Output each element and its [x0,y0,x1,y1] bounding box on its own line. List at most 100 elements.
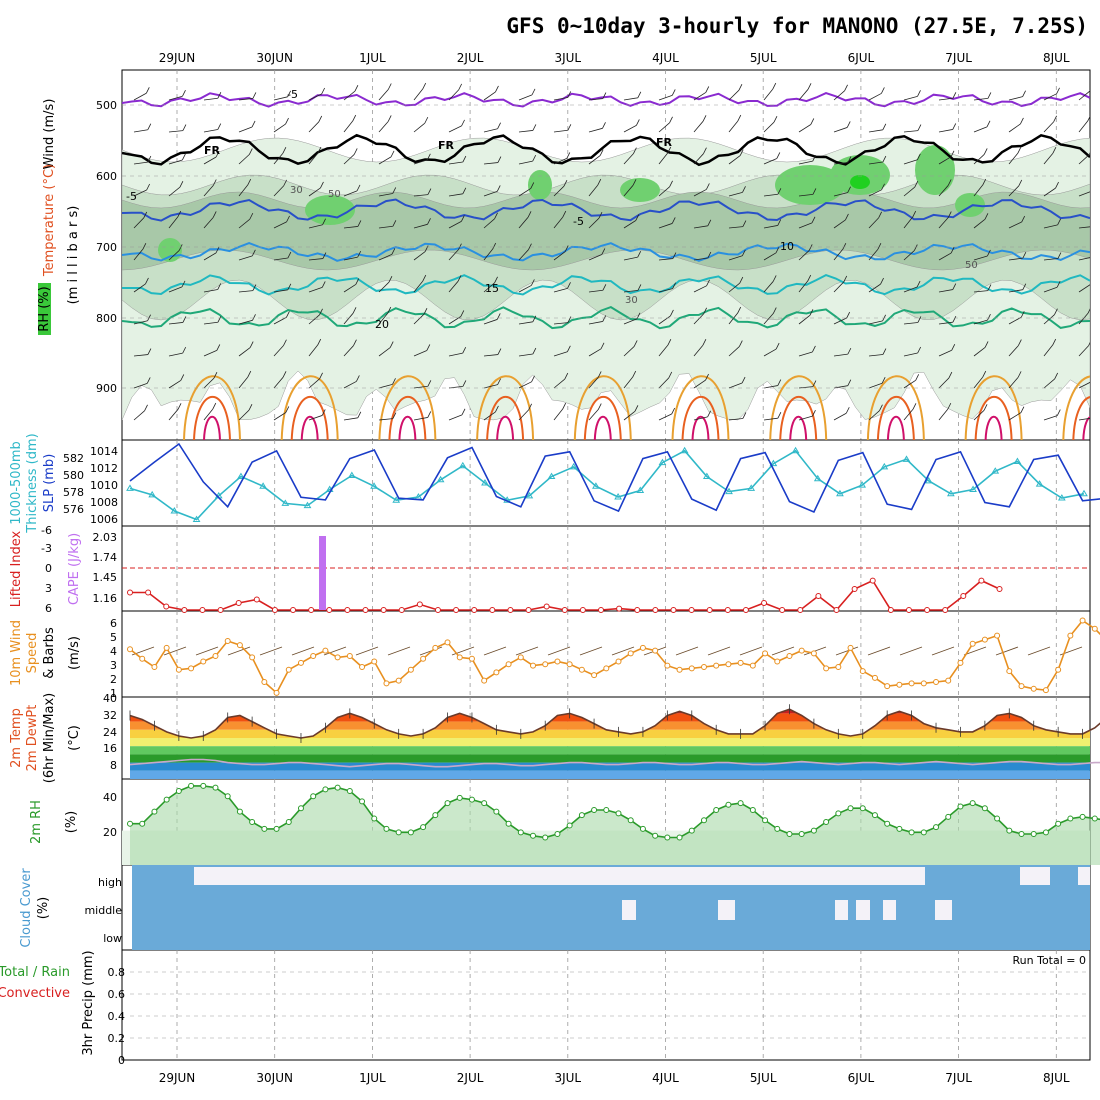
wind10-barb [515,646,539,656]
temp2m-line [129,708,1100,739]
wind-barb [798,124,812,133]
wind-barb [133,129,148,133]
wind10-line-point [847,644,854,651]
wind10-line-point [542,661,549,668]
wind-barb [1078,257,1090,261]
wind-barb [1043,415,1058,421]
lifted-index-line-point [290,607,297,613]
wind-barb [1043,258,1058,261]
wind-barb-flag [1054,308,1058,315]
wind-barb-flag [182,316,187,323]
rh2m-line-point [749,806,756,813]
wind-barb [728,89,740,101]
wind-barb-flag [182,124,187,131]
rh-tick-20: 20 [103,826,117,839]
wind-barb [448,89,459,101]
wind10-barb [611,646,635,656]
cloud-mid-gap-2 [835,900,848,920]
wind-barb [938,321,953,325]
wind10-barb [835,646,859,656]
lifted-index-line-point [851,586,858,592]
wind-barb [1043,314,1055,325]
wind-barb-flag [215,246,220,254]
wind-barb [763,281,774,293]
wind-barb [238,319,253,325]
wind-barb [588,321,603,325]
rh2m-line-point [249,819,256,825]
wind-barb-flag [812,154,817,162]
wind-barb-flag [777,219,782,226]
rh-legend-swatch [38,283,51,335]
wind-barb-flag [599,149,604,156]
rh-band-70 [122,191,1090,271]
wind-barb [343,154,355,165]
lifted-index-line-point [507,607,514,613]
wind-barb-flag [983,148,988,155]
wind-barb-flag [247,370,252,378]
cloud-mid-gap-4 [883,900,896,920]
wind-barb-flag [532,347,537,355]
wind-barb-flag [387,115,392,122]
panel-frame-1 [121,439,1091,527]
wind-barb [588,254,603,261]
thickness-line-point [836,489,844,497]
wind-barb-flag [632,370,637,378]
wind-barb-flag [497,156,502,163]
wind-barb-flag [252,92,257,99]
wind10-line-point [774,658,781,665]
wind10-line-point [285,666,292,673]
wind-barb-flag [248,148,253,155]
wind-barb-flag [567,316,572,323]
wind-barb-flag [1017,371,1022,378]
rh2m-line-point [810,827,817,834]
wind-barb-flag [777,379,782,386]
rh2m-line-point [517,829,524,836]
wind-barb-flag [1022,251,1027,259]
cloud-mid-gap-0 [622,900,636,920]
contour-35-loop [984,415,1003,440]
wind-barb [168,130,183,133]
rh-core [850,175,870,189]
y-tick-500: 500 [96,99,117,112]
wind10-line-point [835,663,842,670]
wind-barb-flag [948,371,953,379]
wind-barb [238,255,253,261]
wind-barb [973,347,986,357]
wind-barb [798,194,813,197]
lifted-index-line [130,579,1000,612]
rh2m-line-point [945,813,952,820]
lifted-index-line-point [579,607,586,613]
rh2m-line-point [933,824,940,831]
wind-barb-flag [321,281,326,288]
rh2m-line-point [285,819,292,825]
wind-barb-flag [741,376,746,384]
wind-barb [483,91,496,101]
wind-barb [693,92,707,101]
wind-barb-flag [947,402,952,410]
wind-barb [273,289,288,293]
wind-barb-flag [423,308,428,315]
wind-barb [973,184,984,197]
wind10-line-point [1006,668,1013,675]
wind-barb-flag [845,407,850,414]
wind-barb-flag [669,116,673,123]
wind-barb [203,185,214,197]
wind-barb-flag [531,88,536,96]
wind-barb-flag [531,375,535,383]
wind10-line-point [212,653,219,660]
wind-barb [973,255,988,261]
wind-barb [833,127,848,133]
wind-barb [798,351,813,357]
wind-barb-flag [707,410,711,418]
wind-barb-flag [706,279,710,287]
wind-barb [623,376,634,389]
thickness-line-point [569,462,578,470]
wind-barb [448,125,462,133]
lifted-index-line-point [362,607,369,613]
wind-barb [903,409,914,421]
wind-barb [1043,344,1054,357]
wind-barb [1008,185,1020,197]
wind-barb-flag [742,412,747,419]
wind-barb [868,93,882,101]
wind-barb [378,281,390,293]
